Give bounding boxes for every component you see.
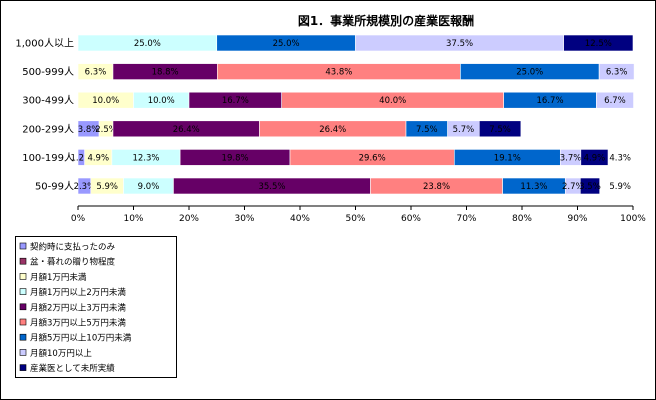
category-label: 200-299人: [22, 123, 74, 135]
legend-entry: 盆・暮れの贈り物程度: [30, 257, 116, 268]
x-tick-label: 60%: [401, 214, 421, 224]
legend: 契約時に支払ったのみ盆・暮れの贈り物程度月額1万円未満月額1万円以上2万円未満月…: [15, 236, 177, 378]
chart-title: 図1．事業所規模別の産業医報酬: [298, 13, 474, 28]
data-label: 6.7%: [604, 96, 626, 106]
category-labels: 1,000人以上 500-999人 300-499人 200-299人 100-199人…: [15, 38, 74, 193]
category-label: 300-499人: [22, 95, 74, 107]
bar-segment: [563, 34, 634, 52]
data-label: 29.6%: [359, 153, 386, 163]
data-label: 4.9%: [584, 153, 606, 163]
x-tick-label: 100%: [620, 214, 646, 224]
data-label: 25.0%: [516, 68, 543, 78]
legend-swatch: [19, 303, 27, 311]
bar-segment: [579, 177, 601, 195]
data-label: 25.0%: [134, 39, 161, 49]
data-label: 43.8%: [325, 68, 352, 78]
legend-swatch: [19, 288, 27, 295]
data-label: 25.0%: [273, 39, 300, 49]
data-label: 3.8%: [78, 125, 100, 135]
x-axis: 0% 10% 20% 30% 40% 50% 60% 70% 80% 90% 100%: [71, 205, 646, 224]
legend-entry: 月額1万円以上2万円未満: [30, 287, 126, 298]
data-label: 26.4%: [319, 125, 346, 135]
category-label: 50-99人: [35, 181, 74, 193]
data-label: 18.8%: [152, 68, 179, 78]
data-label: 5.9%: [609, 182, 631, 192]
legend-entry: 月額2万円以上3万円未満: [30, 302, 126, 313]
x-tick-label: 70%: [456, 214, 476, 224]
data-label: 10.0%: [148, 96, 175, 106]
legend-box: [15, 236, 177, 378]
x-tick-label: 40%: [290, 214, 310, 224]
data-label: 3.5%: [579, 182, 601, 192]
data-label: 19.1%: [494, 153, 521, 163]
legend-swatch: [19, 349, 27, 356]
data-label: 2.5%: [95, 125, 117, 135]
bar-segment: [580, 149, 609, 166]
data-label: 12.3%: [132, 153, 159, 163]
bar-segment: [596, 91, 634, 109]
data-label: 12.5%: [585, 39, 612, 49]
x-tick-label: 10%: [123, 214, 143, 224]
x-tick-label: 30%: [234, 214, 254, 224]
data-label: 7.5%: [489, 125, 511, 135]
legend-entry: 月額3万円以上5万円未満: [30, 318, 126, 329]
data-label: 16.7%: [537, 96, 564, 106]
data-label: 26.4%: [173, 125, 200, 135]
data-label: 7.5%: [416, 125, 438, 135]
data-label: 5.7%: [453, 125, 475, 135]
legend-swatch: [19, 364, 27, 371]
x-tick-label: 20%: [179, 214, 199, 224]
data-label: 16.7%: [222, 96, 249, 106]
data-label: 10.0%: [92, 96, 119, 106]
x-tick-label: 50%: [345, 214, 365, 224]
data-label: 6.3%: [85, 68, 107, 78]
data-label: 5.9%: [96, 182, 118, 192]
legend-entry: 契約時に支払ったのみ: [30, 242, 116, 253]
data-label: 19.8%: [222, 153, 249, 163]
x-tick-label: 90%: [567, 214, 587, 224]
data-label: 40.0%: [379, 96, 406, 106]
bar-segment: [478, 120, 522, 138]
data-label: 11.3%: [520, 182, 547, 192]
data-label: 2.3%: [74, 182, 96, 192]
data-label: 35.5%: [258, 182, 285, 192]
plot-area: 25.0% 25.0% 37.5% 12.5% 6.3% 18.8% 43.8% 25.0% 6…: [71, 34, 635, 195]
legend-entry: 月額1万円未満: [30, 272, 87, 283]
legend-swatch: [19, 257, 27, 265]
data-label: 9.0%: [138, 182, 160, 192]
category-label: 100-199人: [22, 152, 74, 164]
legend-entry: 産業医として未所実績: [30, 363, 115, 374]
data-label: 23.8%: [423, 182, 450, 192]
data-label: 4.9%: [87, 153, 109, 163]
data-label: 2.7%: [562, 182, 584, 192]
legend-swatch: [19, 242, 27, 250]
data-label: 37.5%: [446, 39, 473, 49]
legend-entry: 月額5万円以上10万円未満: [30, 333, 132, 344]
legend-swatch: [19, 333, 27, 341]
legend-swatch: [19, 273, 27, 280]
data-label: 4.3%: [609, 153, 631, 163]
data-label: 3.7%: [560, 153, 582, 163]
data-label: 1.2%: [71, 153, 93, 163]
legend-swatch: [19, 318, 27, 326]
category-label: 500-999人: [22, 66, 74, 78]
x-tick-label: 0%: [71, 214, 86, 224]
category-label: 1,000人以上: [15, 38, 74, 50]
x-tick-label: 80%: [512, 214, 532, 224]
data-label: 6.3%: [606, 68, 628, 78]
legend-entry: 月額10万円以上: [30, 348, 92, 359]
bar-segment: [598, 63, 635, 80]
